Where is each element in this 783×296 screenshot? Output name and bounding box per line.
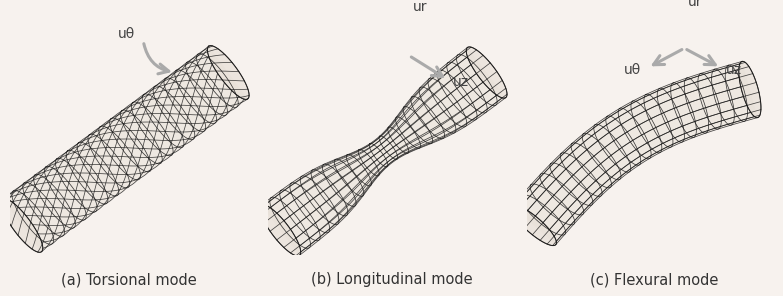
Text: ur: ur (413, 0, 428, 14)
Polygon shape (512, 62, 758, 244)
Text: (c) Flexural mode: (c) Flexural mode (590, 272, 718, 287)
Polygon shape (262, 47, 506, 255)
Text: (b) Longitudinal mode: (b) Longitudinal mode (311, 272, 472, 287)
Text: uz: uz (453, 75, 469, 89)
Polygon shape (207, 46, 249, 99)
Text: uz: uz (726, 63, 742, 77)
Polygon shape (260, 205, 301, 256)
Polygon shape (2, 46, 247, 252)
Polygon shape (511, 205, 557, 246)
Text: ur: ur (688, 0, 702, 9)
Text: uθ: uθ (623, 63, 640, 77)
Text: (a) Torsional mode: (a) Torsional mode (61, 272, 197, 287)
Polygon shape (1, 199, 43, 252)
Polygon shape (466, 47, 507, 98)
Polygon shape (739, 61, 761, 118)
Text: uθ: uθ (117, 27, 135, 41)
